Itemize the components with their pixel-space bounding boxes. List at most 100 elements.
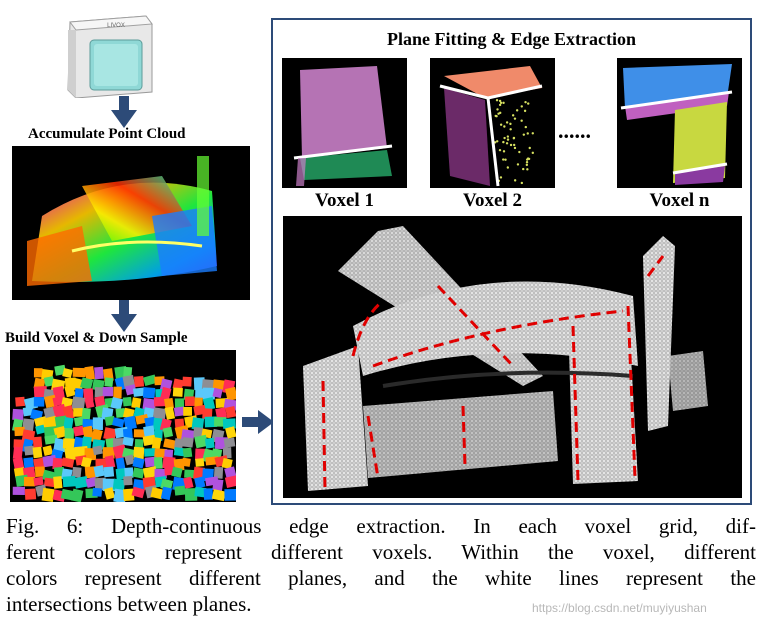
voxel-tile: [115, 457, 126, 471]
voxel-tile: [92, 445, 103, 456]
point-dot: [526, 168, 529, 171]
voxel-tile: [162, 456, 176, 469]
voxel-tile: [194, 434, 209, 449]
voxel-tile: [34, 466, 46, 478]
voxel-tile: [33, 457, 45, 470]
voxel-tile: [64, 447, 78, 461]
point-dot: [503, 136, 506, 140]
voxel-tile: [85, 476, 98, 488]
voxel-tile: [123, 366, 133, 378]
point-dot: [524, 100, 527, 104]
point-dot: [523, 109, 527, 113]
point-dot: [512, 137, 516, 140]
point-dot: [513, 146, 517, 150]
voxel-1-image: [282, 58, 407, 188]
caption-line: Fig. 6: Depth-continuous edge extraction…: [6, 514, 756, 538]
point-dot: [516, 163, 520, 166]
point-dot: [520, 105, 523, 108]
point-dot: [498, 99, 502, 103]
voxel-tile: [211, 448, 223, 459]
voxel-tile: [13, 467, 26, 478]
voxel-tile: [104, 487, 115, 500]
voxel-tile: [70, 488, 84, 502]
voxel-tile: [62, 438, 77, 449]
watermark: https://blog.csdn.net/muyiyushan: [532, 601, 707, 615]
point-dot: [496, 108, 499, 111]
point-dot: [513, 117, 517, 120]
caption-line: intersections between planes.: [6, 592, 252, 616]
voxel-tile: [72, 367, 86, 378]
point-dot: [518, 150, 521, 154]
point-dot: [505, 142, 509, 145]
voxel-downsample-image: [10, 350, 236, 502]
voxel-tile: [172, 378, 184, 390]
point-dot: [522, 133, 526, 136]
voxel-tile: [133, 478, 147, 490]
voxel-tile: [102, 386, 114, 397]
voxel-tile: [82, 418, 95, 428]
voxel-tile: [104, 377, 114, 387]
voxel-tile: [84, 448, 97, 461]
caption-line: ferent colors represent different voxels…: [6, 540, 756, 564]
voxel-tile: [212, 387, 223, 399]
voxel-tile: [224, 466, 236, 479]
voxel-tile: [225, 426, 236, 439]
accumulated-point-cloud-image: [12, 146, 250, 300]
voxel-tile: [184, 396, 195, 407]
voxel-tile: [92, 487, 103, 497]
voxel-tile: [112, 478, 126, 491]
caption-line: colors represent different planes, and t…: [6, 566, 756, 590]
voxel-label-1: Voxel 1: [315, 190, 374, 211]
point-dot: [499, 101, 503, 105]
voxel-tile: [194, 397, 203, 409]
voxel-tile: [224, 489, 236, 501]
voxel-tile: [182, 376, 192, 387]
voxel-tile: [160, 386, 172, 401]
point-dot: [498, 103, 502, 107]
voxel-tile: [103, 427, 117, 441]
voxel-tile: [123, 415, 137, 430]
point-dot: [502, 140, 505, 144]
point-dot: [520, 119, 523, 122]
voxel-tile: [104, 455, 116, 469]
voxel-tile: [133, 446, 145, 460]
voxel-tile: [24, 445, 35, 456]
voxel-tile: [194, 486, 207, 498]
voxel-tile: [33, 396, 45, 407]
voxel-tile: [183, 476, 194, 489]
voxel-tile: [82, 425, 94, 441]
voxel-tile: [103, 466, 115, 478]
voxel-tile: [32, 446, 43, 459]
step-label-voxel: Build Voxel & Down Sample: [5, 330, 188, 346]
voxel-tile: [110, 396, 124, 410]
voxel-tile: [183, 406, 193, 416]
voxel-tile: [62, 475, 77, 488]
point-dot: [498, 148, 502, 152]
voxel-tile: [143, 425, 156, 439]
box-title: Plane Fitting & Edge Extraction: [387, 29, 636, 49]
voxel-tile: [124, 467, 134, 479]
voxel-tile: [123, 475, 133, 486]
point-dot: [531, 151, 535, 155]
voxel-tile: [202, 408, 213, 420]
ellipsis-text: ......: [558, 118, 591, 143]
voxel-tile: [222, 418, 236, 429]
voxel-tile: [74, 388, 84, 399]
voxel-tile: [124, 454, 135, 466]
voxel-tile: [164, 397, 174, 410]
voxel-tile: [181, 457, 191, 467]
point-dot: [515, 109, 519, 112]
voxel-tile: [60, 488, 75, 501]
voxel-tile: [52, 396, 65, 407]
voxel-tile: [43, 406, 57, 419]
voxel-tile: [152, 407, 167, 421]
voxel-tile: [115, 408, 126, 418]
point-dot: [528, 146, 531, 150]
voxel-n-image: [617, 58, 742, 188]
voxel-tile: [112, 417, 125, 428]
point-dot: [502, 158, 505, 161]
point-dot: [522, 167, 525, 171]
voxel-tile: [142, 466, 158, 479]
voxel-tile: [80, 377, 94, 390]
voxel-tile: [225, 406, 236, 419]
